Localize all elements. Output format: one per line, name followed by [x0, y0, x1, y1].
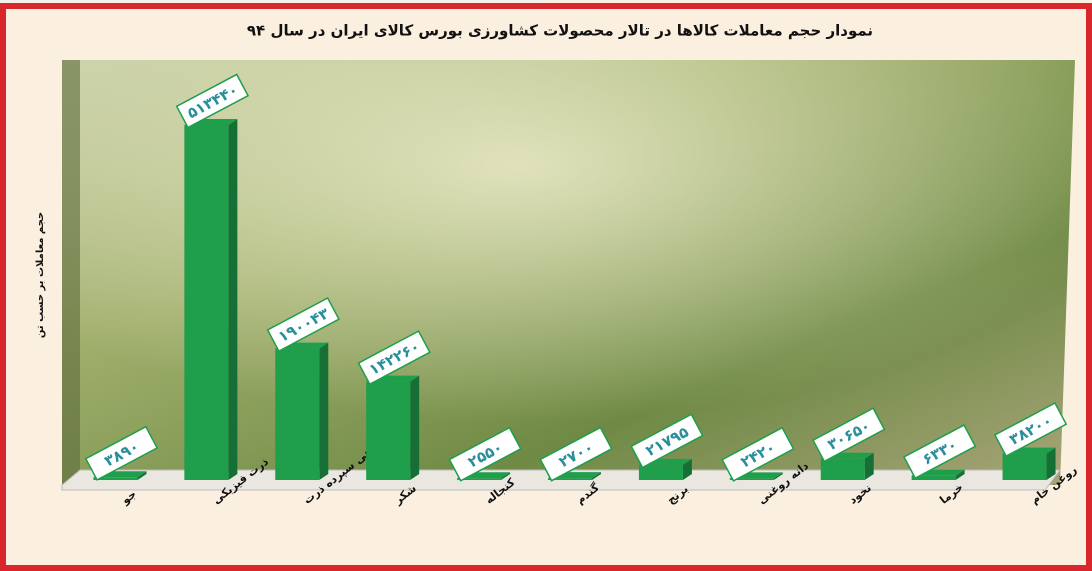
bar-front — [366, 381, 411, 480]
side-wall — [62, 60, 80, 485]
bar-front — [1002, 453, 1047, 480]
value-tag-box — [266, 297, 340, 353]
y-axis-label: حجم معاملات بر حسب تن — [35, 212, 46, 338]
bar — [184, 119, 238, 480]
bar-front — [184, 125, 229, 480]
bar-side — [410, 375, 420, 480]
value-tag-box — [721, 426, 795, 482]
value-tag-box — [357, 330, 431, 386]
value-tag-box — [993, 402, 1068, 458]
value-tag-box — [539, 426, 613, 482]
value-tag-box — [175, 73, 250, 129]
bar-side — [1046, 447, 1056, 480]
bar-side — [682, 458, 692, 480]
bar-front — [93, 477, 138, 480]
bar-side — [319, 342, 329, 480]
bar-front — [638, 464, 683, 480]
bar-side — [137, 471, 147, 480]
bar-front — [275, 348, 320, 480]
bar-front — [729, 478, 774, 480]
bar — [275, 342, 329, 480]
chart-title: نمودار حجم معاملات کالاها در تالار محصول… — [247, 22, 873, 40]
frame — [0, 3, 1092, 571]
value-tag-box — [902, 424, 977, 480]
value-tag-box — [630, 413, 704, 469]
bar-front — [820, 458, 865, 480]
value-tag-box — [448, 426, 522, 482]
value-tag-box — [812, 407, 886, 463]
bar — [366, 375, 420, 480]
bar-side — [501, 472, 511, 480]
bar — [1002, 447, 1056, 480]
bar-side — [592, 472, 601, 480]
bar-side — [955, 469, 965, 480]
bar-front — [457, 478, 502, 480]
bar-front — [548, 478, 592, 480]
bar-side — [228, 119, 238, 480]
bar-side — [773, 472, 783, 480]
bar-front — [911, 475, 956, 480]
value-tag-box — [84, 425, 159, 481]
bar-side — [864, 452, 874, 480]
bar — [638, 458, 692, 480]
